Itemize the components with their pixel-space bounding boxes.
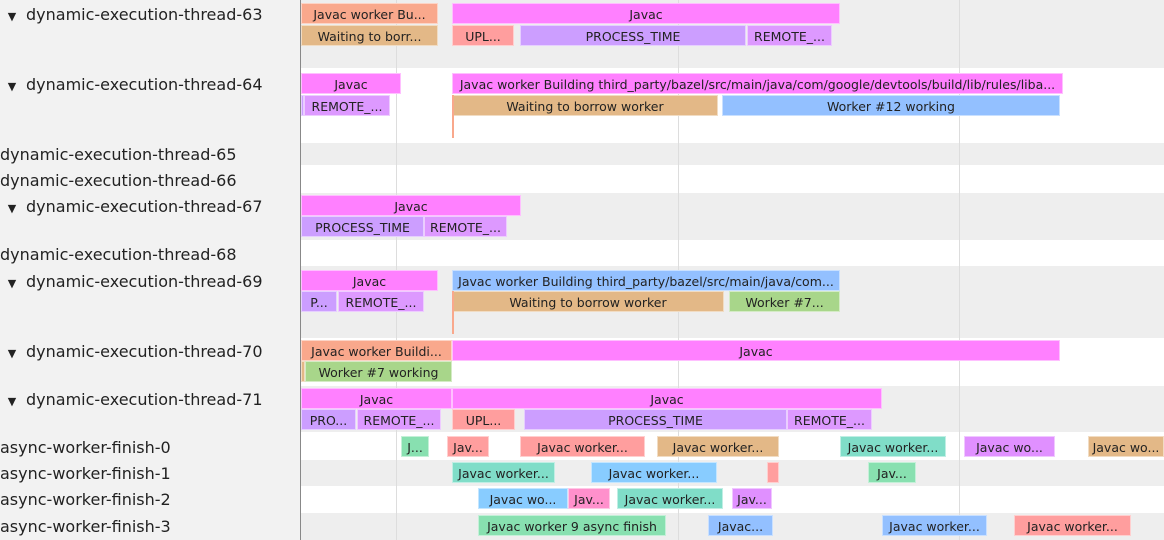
trace-slice[interactable]: REMOTE_... [304,95,390,116]
trace-slice[interactable] [452,95,454,138]
trace-slice[interactable]: Javac worker Bu... [301,3,438,24]
expand-collapse-icon[interactable]: ▼ [7,10,17,23]
trace-slice[interactable]: Javac [452,3,840,24]
trace-slice[interactable]: Waiting to borr... [301,25,438,46]
expand-collapse-icon[interactable]: ▼ [7,80,17,93]
expand-collapse-icon[interactable]: ▼ [7,347,17,360]
trace-slice[interactable]: Waiting to borrow worker [452,291,724,312]
track-name: dynamic-execution-thread-67 [26,197,263,216]
track-label[interactable]: ▼ dynamic-execution-thread-67 [0,198,263,218]
track-name: async-worker-finish-1 [0,464,171,483]
track-name: dynamic-execution-thread-70 [26,342,263,361]
track-name: async-worker-finish-2 [0,490,171,509]
trace-slice[interactable]: Javac worker... [657,436,779,457]
trace-slice[interactable]: PROCESS_TIME [524,409,787,430]
track-label[interactable]: ▼ dynamic-execution-thread-69 [0,273,263,293]
trace-slice[interactable]: Javac [301,388,452,409]
trace-slice[interactable]: Worker #7 working [305,361,452,382]
track-label: dynamic-execution-thread-68 [0,246,237,264]
trace-slice[interactable] [452,291,454,334]
trace-slice[interactable]: UPL... [452,25,514,46]
trace-slice[interactable]: Jav... [568,488,610,509]
trace-slice[interactable]: Javac [301,270,438,291]
track-name: dynamic-execution-thread-64 [26,75,263,94]
track-name: dynamic-execution-thread-68 [0,245,237,264]
trace-slice[interactable]: Jav... [732,488,772,509]
trace-slice[interactable]: Javac worker Buildi... [301,340,452,361]
trace-slice[interactable]: Worker #7... [729,291,840,312]
trace-slice[interactable]: J... [401,436,429,457]
trace-slice[interactable]: REMOTE_... [747,25,832,46]
track-label: dynamic-execution-thread-66 [0,172,237,190]
trace-slice[interactable]: REMOTE_... [357,409,441,430]
track-label: async-worker-finish-1 [0,465,171,483]
trace-slice[interactable]: Javac worker Building third_party/bazel/… [452,270,840,291]
trace-slice[interactable]: Javac worker 9 async finish [478,515,666,536]
trace-slice[interactable]: Javac worker... [452,462,555,483]
trace-slice[interactable]: P... [301,291,337,312]
track-label: dynamic-execution-thread-65 [0,146,237,164]
track-label: async-worker-finish-2 [0,491,171,509]
trace-slice[interactable]: PRO... [301,409,356,430]
track-row-background [301,143,1164,165]
trace-slice[interactable]: Worker #12 working [722,95,1060,116]
track-label[interactable]: ▼ dynamic-execution-thread-64 [0,76,263,96]
expand-collapse-icon[interactable]: ▼ [7,277,17,290]
trace-slice[interactable] [301,95,304,116]
track-label[interactable]: ▼ dynamic-execution-thread-71 [0,391,263,411]
trace-slice[interactable]: Jav... [868,462,916,483]
trace-slice[interactable]: Javac worker... [1014,515,1131,536]
grid-line [959,0,960,540]
trace-slice[interactable]: Jav... [447,436,489,457]
track-label[interactable]: ▼ dynamic-execution-thread-70 [0,343,263,363]
trace-slice[interactable]: PROCESS_TIME [301,216,424,237]
track-name: dynamic-execution-thread-69 [26,272,263,291]
track-label: async-worker-finish-3 [0,518,171,536]
trace-slice[interactable]: PROCESS_TIME [520,25,746,46]
track-label: async-worker-finish-0 [0,439,171,457]
trace-slice[interactable]: Javac [301,195,521,216]
track-labels-panel: ▼ dynamic-execution-thread-63 ▼ dynamic-exe… [0,0,301,540]
trace-slice[interactable]: Javac worker... [591,462,717,483]
trace-slice[interactable]: Javac worker Building third_party/bazel/… [452,73,1063,94]
expand-collapse-icon[interactable]: ▼ [7,395,17,408]
track-name: dynamic-execution-thread-63 [26,5,263,24]
trace-slice[interactable]: Waiting to borrow worker [452,95,718,116]
track-name: dynamic-execution-thread-65 [0,145,237,164]
track-name: async-worker-finish-0 [0,438,171,457]
trace-slice[interactable] [301,361,305,382]
trace-slice[interactable] [767,462,779,483]
track-row-background [301,460,1164,486]
track-name: async-worker-finish-3 [0,517,171,536]
trace-slice[interactable]: REMOTE_... [424,216,507,237]
trace-slice[interactable]: Javac [452,340,1060,361]
trace-slice[interactable]: Javac wo... [478,488,568,509]
trace-slice[interactable]: Javac [452,388,882,409]
track-label[interactable]: ▼ dynamic-execution-thread-63 [0,6,263,26]
trace-slice[interactable]: Javac worker... [882,515,987,536]
expand-collapse-icon[interactable]: ▼ [7,202,17,215]
trace-slice[interactable]: Javac wo... [1088,436,1164,457]
trace-slice[interactable]: Javac worker... [520,436,645,457]
trace-slice[interactable]: Javac wo... [964,436,1055,457]
trace-slice[interactable]: REMOTE_... [338,291,424,312]
trace-slice[interactable]: Javac worker... [617,488,723,509]
trace-slice[interactable]: REMOTE_... [787,409,872,430]
trace-slice[interactable]: Javac [301,73,401,94]
track-name: dynamic-execution-thread-71 [26,390,263,409]
trace-slice[interactable]: Javac... [708,515,773,536]
trace-slice[interactable]: UPL... [452,409,515,430]
trace-slice[interactable]: Javac worker... [840,436,946,457]
track-name: dynamic-execution-thread-66 [0,171,237,190]
